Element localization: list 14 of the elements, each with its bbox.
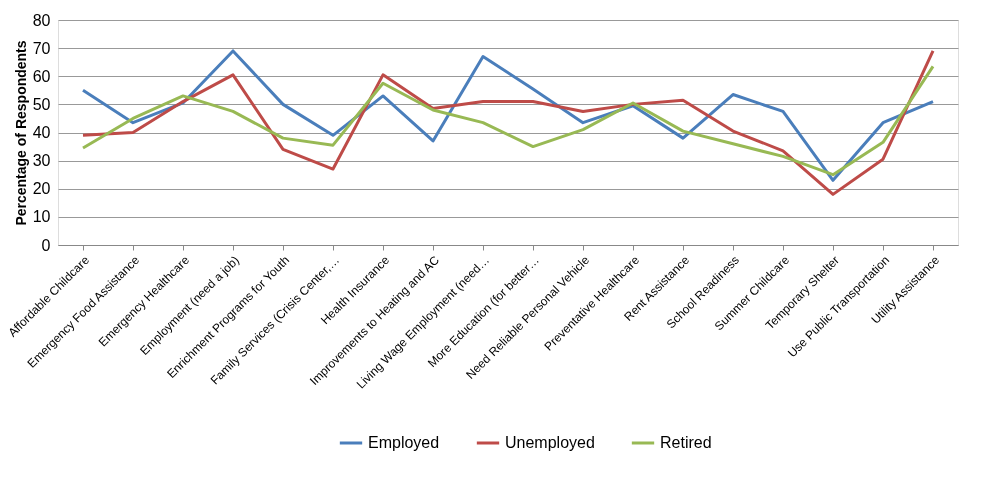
y-tick-label: 80 <box>32 11 51 29</box>
legend-label: Retired <box>660 434 712 451</box>
y-tick-label: 50 <box>32 95 51 113</box>
y-tick-label: 60 <box>32 67 51 85</box>
y-tick-label: 20 <box>32 180 51 198</box>
y-tick-label: 30 <box>32 152 51 170</box>
y-axis-title: Percentage of Respondents <box>12 40 29 226</box>
line-series <box>81 64 935 177</box>
y-tick-label: 70 <box>32 39 51 57</box>
y-tick-label: 0 <box>41 236 51 254</box>
legend-label: Unemployed <box>505 434 595 451</box>
y-tick-label: 40 <box>32 124 51 141</box>
legend-label: Employed <box>368 434 440 451</box>
y-tick-label: 10 <box>32 208 51 226</box>
